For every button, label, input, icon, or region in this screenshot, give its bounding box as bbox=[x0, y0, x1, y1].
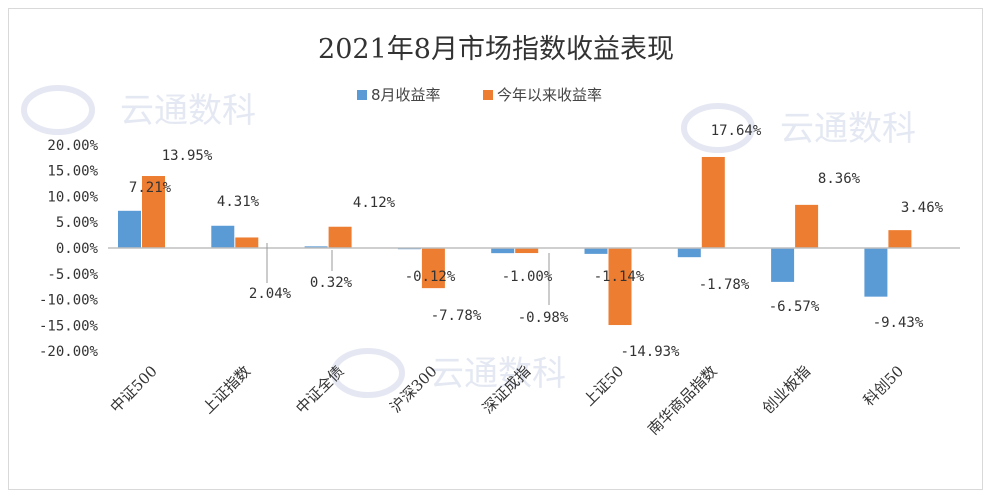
bar-1-9 bbox=[864, 248, 888, 297]
data-label-1-5: -1.00% bbox=[502, 269, 553, 285]
bar-2-4 bbox=[421, 248, 445, 289]
watermark-logo-icon bbox=[681, 103, 755, 153]
bar-1-5 bbox=[491, 248, 515, 254]
bar-1-6 bbox=[584, 248, 608, 254]
y-tick-label: 20.00% bbox=[47, 138, 98, 154]
legend-label-2: 今年以来收益率 bbox=[497, 86, 602, 104]
watermark-text: 云通数科 bbox=[120, 91, 256, 131]
bar-2-5 bbox=[515, 248, 539, 254]
bar-2-7 bbox=[701, 156, 725, 248]
data-label-1-8: -6.57% bbox=[769, 299, 820, 315]
category-label: 中证全债 bbox=[292, 362, 347, 417]
y-tick-label: -5.00% bbox=[47, 267, 98, 283]
watermark-2: 云通数科 bbox=[681, 103, 916, 153]
bar-1-2 bbox=[211, 225, 235, 248]
bar-1-3 bbox=[304, 246, 328, 248]
category-label: 南华商品指数 bbox=[644, 362, 720, 438]
data-label-2-8: 8.36% bbox=[818, 171, 861, 187]
y-tick-label: 0.00% bbox=[56, 241, 99, 257]
legend-swatch-2 bbox=[483, 90, 493, 100]
category-label: 创业板指 bbox=[759, 362, 814, 417]
watermark-logo-icon bbox=[21, 85, 95, 135]
data-label-1-9: -9.43% bbox=[873, 315, 924, 331]
bar-1-1 bbox=[118, 210, 141, 248]
y-tick-label: 10.00% bbox=[47, 189, 98, 205]
legend-swatch-1 bbox=[357, 90, 367, 100]
data-label-1-4: -0.12% bbox=[405, 269, 456, 285]
data-labels: 7.21% 13.95% 4.31% 2.04% 0.32% 4.12% -0.12% -7.… bbox=[129, 123, 944, 360]
category-label: 上证指数 bbox=[199, 362, 254, 417]
data-label-1-7: -1.78% bbox=[699, 277, 750, 293]
watermark-1: 云通数科 bbox=[21, 85, 256, 135]
bars bbox=[108, 156, 960, 326]
category-label: 中证500 bbox=[107, 362, 161, 416]
bar-2-2 bbox=[235, 237, 259, 248]
y-tick-label: -15.00% bbox=[39, 318, 99, 334]
data-label-1-6: -1.14% bbox=[594, 269, 645, 285]
data-label-2-3: 4.12% bbox=[353, 195, 396, 211]
watermark-text: 云通数科 bbox=[430, 354, 566, 394]
y-tick-label: 5.00% bbox=[56, 215, 99, 231]
bar-1-7 bbox=[677, 248, 701, 258]
data-label-2-2: 2.04% bbox=[249, 286, 292, 302]
watermark-text: 云通数科 bbox=[780, 109, 916, 149]
legend: 8月收益率 今年以来收益率 bbox=[357, 86, 602, 104]
watermark-logo-icon bbox=[331, 348, 405, 398]
y-tick-label: -20.00% bbox=[39, 344, 99, 360]
y-tick-label: 15.00% bbox=[47, 164, 98, 180]
bar-2-9 bbox=[888, 230, 912, 248]
y-tick-label: -10.00% bbox=[39, 293, 99, 309]
data-label-2-6: -14.93% bbox=[620, 344, 680, 360]
data-label-2-7: 17.64% bbox=[711, 123, 762, 139]
bar-2-1 bbox=[142, 176, 165, 248]
data-label-1-3: 0.32% bbox=[310, 275, 353, 291]
legend-label-1: 8月收益率 bbox=[371, 86, 441, 104]
y-axis: 20.00% 15.00% 10.00% 5.00% 0.00% -5.00% -10.00… bbox=[39, 138, 99, 360]
data-label-2-1: 13.95% bbox=[162, 148, 213, 164]
bar-2-8 bbox=[795, 204, 819, 248]
category-label: 上证50 bbox=[580, 362, 627, 409]
chart-title: 2021年8月市场指数收益表现 bbox=[318, 34, 674, 65]
data-label-2-5: -0.98% bbox=[518, 310, 569, 326]
data-label-1-1: 7.21% bbox=[129, 180, 172, 196]
data-label-1-2: 4.31% bbox=[217, 194, 260, 210]
category-label: 科创50 bbox=[860, 362, 907, 409]
watermark-3: 云通数科 bbox=[331, 348, 566, 398]
bar-2-6 bbox=[608, 248, 632, 326]
bar-2-3 bbox=[328, 226, 352, 248]
data-label-2-4: -7.78% bbox=[431, 308, 482, 324]
data-label-2-9: 3.46% bbox=[901, 200, 944, 216]
bar-1-8 bbox=[771, 248, 795, 282]
